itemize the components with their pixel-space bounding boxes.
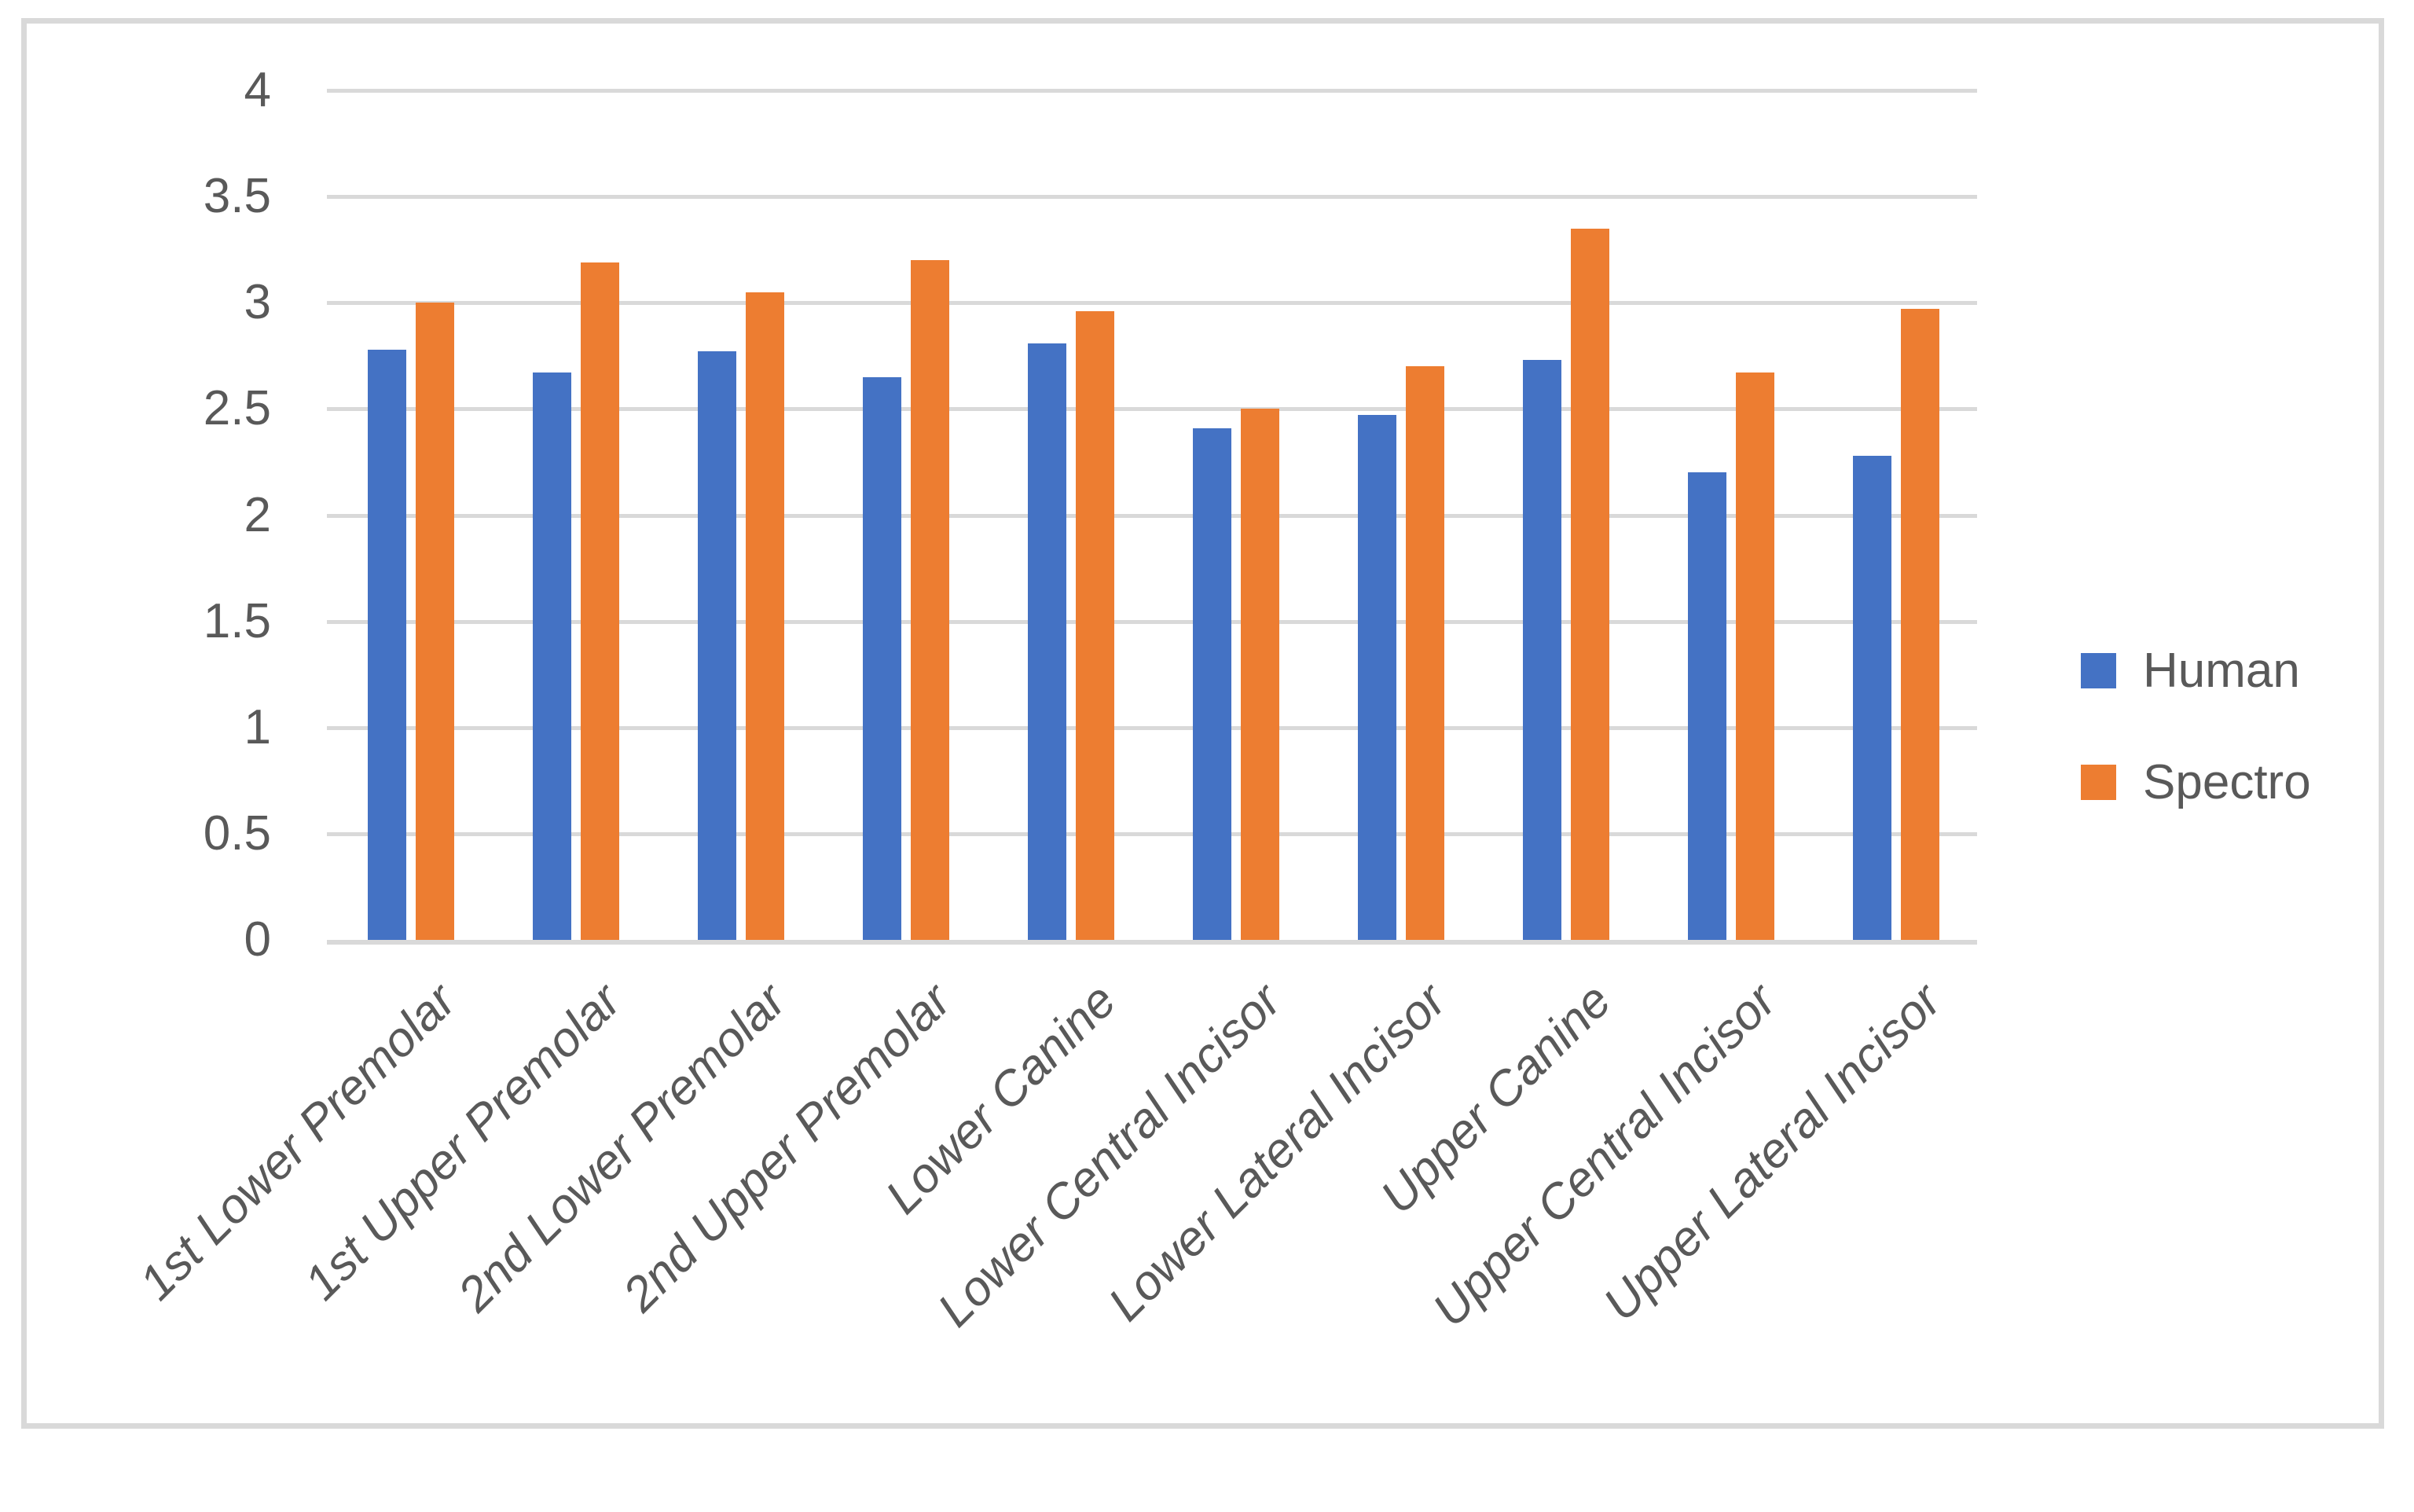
y-axis-tick-label: 3 [244, 275, 271, 329]
bar-spectro-5 [1076, 311, 1114, 940]
gridline-1.5 [327, 620, 1977, 624]
bar-spectro-6 [1241, 409, 1279, 940]
bar-spectro-3 [746, 292, 784, 940]
y-axis-tick-label: 1 [244, 700, 271, 754]
y-axis-tick-label: 1.5 [203, 594, 271, 648]
y-axis-tick-label: 2.5 [203, 381, 271, 435]
y-axis-tick-label: 4 [244, 63, 271, 117]
bar-human-1 [368, 350, 406, 940]
bar-spectro-8 [1571, 229, 1609, 940]
gridline-3 [327, 301, 1977, 305]
bar-spectro-1 [416, 303, 454, 940]
bar-human-4 [863, 377, 901, 940]
bar-spectro-9 [1736, 372, 1774, 940]
legend-item-human: Human [2081, 635, 2300, 706]
legend-swatch-spectro [2081, 764, 2116, 800]
gridline-0.5 [327, 832, 1977, 836]
legend-label-spectro: Spectro [2143, 754, 2311, 809]
gridline-1 [327, 726, 1977, 730]
y-axis-tick-label: 0 [244, 912, 271, 967]
chart-border [21, 18, 2384, 1429]
bar-spectro-4 [911, 260, 949, 940]
gridline-3.5 [327, 195, 1977, 199]
gridline-2 [327, 514, 1977, 518]
bar-spectro-10 [1901, 309, 1939, 940]
bar-spectro-7 [1406, 366, 1444, 940]
chart-figure: 4 3.5 3 2.5 2 1.5 1 0.5 0 1st Lower Premolar 1st … [21, 18, 2384, 1429]
bar-human-10 [1853, 456, 1891, 940]
gridline-4 [327, 89, 1977, 93]
bar-human-9 [1688, 472, 1726, 940]
bar-human-3 [698, 351, 736, 940]
bar-human-8 [1523, 360, 1561, 940]
bar-human-7 [1358, 415, 1396, 940]
legend-label-human: Human [2143, 643, 2300, 698]
gridline-2.5 [327, 407, 1977, 411]
bar-human-2 [533, 372, 571, 940]
bar-human-5 [1028, 343, 1066, 940]
legend-swatch-human [2081, 652, 2116, 688]
bar-human-6 [1193, 428, 1231, 940]
y-axis-tick-label: 2 [244, 488, 271, 542]
y-axis-tick-label: 3.5 [203, 169, 271, 223]
y-axis-tick-label: 0.5 [203, 806, 271, 861]
legend-item-spectro: Spectro [2081, 747, 2311, 817]
bar-spectro-2 [581, 262, 619, 940]
x-axis-line [327, 940, 1977, 945]
